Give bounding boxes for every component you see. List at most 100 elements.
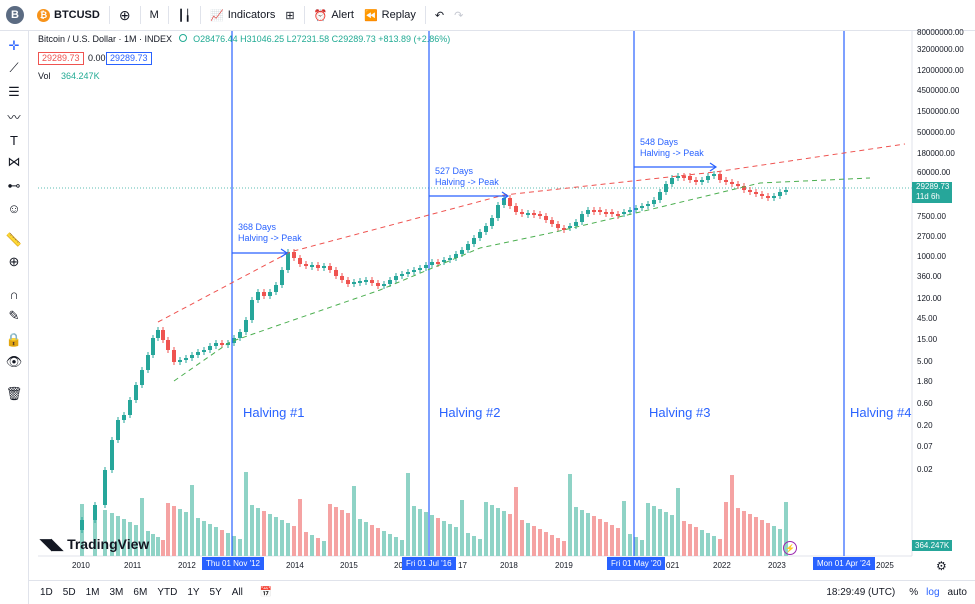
zoom-icon[interactable]: ⊕ [8, 254, 20, 269]
user-avatar[interactable]: B [6, 6, 24, 24]
candle-body [214, 343, 218, 346]
candle-body [93, 505, 97, 520]
volume-bar [616, 528, 620, 556]
lightning-icon[interactable]: ⚡ [783, 541, 797, 555]
arrow-3-head [709, 162, 718, 172]
timeframe-button[interactable]: 3M [109, 586, 124, 598]
lock-icon[interactable]: 🔒 [5, 332, 23, 347]
text-icon[interactable]: T [10, 132, 18, 148]
annotation-2[interactable]: 527 Days Halving -> Peak [435, 166, 499, 188]
measure-icon[interactable]: ⊷ [7, 178, 21, 193]
utc-clock[interactable]: 18:29:49 (UTC) [826, 586, 896, 598]
horizontal-lines-icon[interactable]: ☰ [8, 84, 20, 99]
annotation-1[interactable]: 368 Days Halving -> Peak [238, 222, 302, 244]
price-tick-label: 1.80 [917, 377, 933, 386]
layouts-button[interactable]: ⊞ [280, 4, 299, 26]
volume-bar [682, 521, 686, 556]
symbol-search-button[interactable]: ₿ BTCUSD [32, 4, 105, 26]
candle-body [712, 174, 716, 176]
undo-button[interactable]: ↶ [430, 4, 449, 26]
volume-bar [292, 526, 296, 556]
redo-button[interactable]: ↷ [449, 4, 468, 26]
candle-body [760, 194, 764, 196]
timeframe-button[interactable]: All [231, 586, 243, 598]
patterns-icon[interactable]: 〰 [7, 109, 21, 125]
timeframe-button[interactable]: 1Y [187, 586, 200, 598]
timeframe-button[interactable]: 6M [133, 586, 148, 598]
candle-body [178, 360, 182, 362]
candle-body [274, 285, 278, 292]
timeframe-button[interactable]: 1M [85, 586, 100, 598]
timeframe-button[interactable]: 1D [40, 586, 53, 598]
candle-body [220, 343, 224, 345]
volume-bar [334, 507, 338, 556]
alert-button[interactable]: ⏰ Alert [309, 4, 359, 26]
halving-label-3[interactable]: Halving #3 [649, 405, 711, 420]
volume-bar [430, 515, 434, 556]
settings-icon[interactable]: ⚙ [936, 559, 947, 573]
candle-body [706, 176, 710, 180]
candle-body [166, 340, 170, 350]
annotation-days: 527 Days [435, 166, 474, 176]
trash-icon[interactable]: 🗑 [5, 386, 23, 401]
candle-body [736, 184, 740, 186]
volume-bar [370, 525, 374, 556]
candle-body [316, 265, 320, 268]
pencil-lock-icon[interactable]: ✎ [8, 308, 20, 323]
candle-body [134, 385, 138, 400]
node-icon[interactable]: ⋈ [7, 154, 21, 169]
volume-bar [388, 534, 392, 556]
volume-bar [418, 509, 422, 556]
timeframe-button[interactable]: YTD [157, 586, 178, 598]
calendar-icon[interactable]: 📅 [259, 586, 273, 598]
timeframe-button[interactable]: 5Y [209, 586, 222, 598]
eye-icon[interactable]: 👁 [5, 354, 23, 369]
candle-body [610, 212, 614, 214]
candles-icon: ┃╽ [177, 9, 191, 22]
date-flag-2: Fri 01 Jul '16 [402, 557, 456, 570]
auto-toggle[interactable]: auto [947, 586, 967, 598]
volume-bar [256, 508, 260, 556]
replay-button[interactable]: ⏪ Replay [359, 4, 421, 26]
candle-body [172, 350, 176, 362]
redo-icon: ↷ [454, 9, 464, 22]
volume-bar [754, 517, 758, 556]
volume-bar [208, 524, 212, 556]
volume-bar [628, 534, 632, 556]
chart-type-button[interactable]: ┃╽ [173, 4, 196, 26]
annotation-3[interactable]: 548 Days Halving -> Peak [640, 137, 704, 159]
candle-body [238, 332, 242, 338]
compare-button[interactable]: ⊕ [114, 4, 136, 26]
indicators-button[interactable]: 📈 Indicators [205, 4, 280, 26]
timeframe-button[interactable]: 5D [62, 586, 76, 598]
candle-body [718, 174, 722, 180]
magnet-icon[interactable]: ∩ [9, 286, 19, 302]
log-toggle[interactable]: log [926, 586, 940, 598]
percent-toggle[interactable]: % [909, 586, 919, 598]
interval-button[interactable]: M [145, 4, 164, 26]
candle-body [328, 266, 332, 270]
candle-body [442, 260, 446, 262]
halving-label-2[interactable]: Halving #2 [439, 405, 501, 420]
ruler-icon[interactable]: 📏 [5, 232, 23, 247]
candle-body [256, 292, 260, 300]
volume-tag: 364.247K [912, 540, 952, 551]
candle-body [292, 252, 296, 258]
price-tick-label: 360.00 [917, 272, 942, 281]
volume-bar [538, 529, 542, 556]
candle-body [430, 262, 434, 265]
trend-line-icon[interactable]: ⟋ [9, 60, 19, 75]
halving-label-1[interactable]: Halving #1 [243, 405, 305, 420]
sell-price-box[interactable]: 29289.73 [38, 52, 84, 65]
emoji-icon[interactable]: ☺ [7, 200, 21, 216]
halving-label-4[interactable]: Halving #4 [850, 405, 912, 420]
candle-body [250, 300, 254, 320]
price-tick-label: 0.02 [917, 465, 933, 474]
buy-price-box[interactable]: 29289.73 [106, 52, 152, 65]
crosshair-icon[interactable]: ✛ [8, 38, 20, 53]
volume-bar [592, 516, 596, 556]
symbol-title[interactable]: Bitcoin / U.S. Dollar · 1M · INDEX [38, 34, 173, 44]
volume-bar [460, 500, 464, 556]
grid-icon: ⊞ [285, 9, 295, 22]
